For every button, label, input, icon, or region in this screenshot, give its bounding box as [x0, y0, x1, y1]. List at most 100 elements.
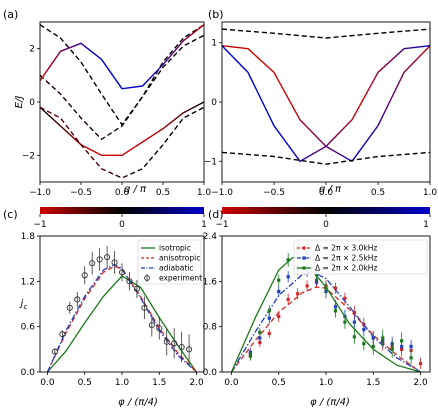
- legend-label-d: Δ = 2π × 2.5kHz: [315, 254, 377, 263]
- ylabel-a: E/J: [14, 96, 25, 109]
- experiment-point-c: [171, 340, 178, 347]
- colorbar-b: −1 0 1: [215, 207, 431, 230]
- data-point-d-2: [352, 320, 356, 324]
- xtick-label-d: 0.0: [224, 378, 239, 388]
- legend-label-d: Δ = 2π × 3.0kHz: [315, 244, 377, 253]
- axes-frame-c: [39, 235, 205, 373]
- data-point-d-3: [381, 336, 385, 340]
- panel-c: 0.0 0.5 1.0 1.5 2.0 0.0 0.6 1.2 1.8 isotropicanis…: [21, 232, 205, 388]
- colorbar-a-min: −1: [33, 220, 46, 230]
- xtick-label-c: 1.0: [115, 378, 130, 388]
- data-point-d-2: [267, 316, 271, 320]
- xtick-label-a: 0.0: [115, 188, 130, 198]
- fit-curve-d-1: [230, 286, 421, 372]
- panel-a: −1.0 −0.5 0.0 0.5 1.0 −2 0 2: [22, 21, 211, 198]
- colorbar-b-min: −1: [215, 220, 228, 230]
- panel-tag-c: (c): [3, 208, 18, 221]
- experiment-point-c: [178, 344, 185, 351]
- data-point-d-3: [258, 330, 262, 334]
- panel-tag-b: (b): [208, 8, 224, 21]
- band-b-3: [222, 45, 430, 163]
- axes-frame-d: [221, 235, 431, 373]
- xlabel-d: φ / (π/4): [310, 397, 350, 408]
- data-point-d-3: [248, 354, 252, 358]
- plot-area-a: [40, 24, 204, 179]
- ytick-label-b: −1: [204, 157, 217, 167]
- legend-box-d: [293, 239, 428, 275]
- experiment-point-c: [51, 348, 58, 355]
- data-point-d-3: [324, 286, 328, 290]
- ytick-label-d: 1.6: [203, 277, 218, 287]
- legend-marker-d: [302, 266, 306, 270]
- legend-label-c: adiabatic: [159, 264, 194, 273]
- band-b-4: [222, 151, 430, 165]
- ytick-label-c: 0.0: [21, 368, 36, 378]
- data-point-d-3: [343, 320, 347, 324]
- axes-frame-a: [39, 21, 205, 183]
- ytick-label-d: 0.8: [203, 323, 218, 333]
- experiment-point-c: [133, 285, 140, 292]
- ytick-label-c: 1.8: [21, 232, 36, 242]
- plot-area-c: [46, 245, 198, 372]
- experiment-point-c: [126, 278, 133, 285]
- xtick-label-c: 2.0: [189, 378, 204, 388]
- data-point-d-1: [333, 286, 338, 290]
- panel-b: −1.0 −0.5 0.0 0.5 1.0 −1 0 1: [204, 21, 438, 198]
- ytick-label-c: 0.6: [21, 323, 36, 333]
- curve-anisotropic: [46, 265, 197, 372]
- legend-label-c: anisotropic: [159, 254, 200, 263]
- experiment-point-c: [66, 304, 73, 311]
- band-b-2: [222, 45, 430, 163]
- xtick-label-b: −0.5: [263, 188, 285, 198]
- data-point-d-3: [400, 339, 404, 343]
- ylabel-c: jc: [19, 298, 28, 311]
- experiment-point-c: [96, 256, 103, 263]
- legend-marker-d: [302, 256, 306, 260]
- data-point-d-1: [286, 297, 290, 302]
- data-point-d-1: [343, 296, 347, 300]
- legend-label-c: isotropic: [159, 244, 191, 253]
- band-a-1: [40, 101, 204, 157]
- ytick-label-a: −2: [22, 151, 35, 161]
- experiment-point-c: [141, 304, 148, 311]
- data-point-d-3: [362, 342, 366, 346]
- data-point-d-3: [267, 309, 271, 313]
- colorbar-b-mid: 0: [323, 220, 329, 230]
- data-point-d-3: [277, 278, 281, 282]
- legend-marker-d: [302, 246, 306, 250]
- experiment-point-c: [148, 322, 155, 329]
- experiment-point-c: [118, 269, 126, 276]
- xtick-label-a: 0.5: [156, 188, 170, 198]
- data-point-d-2: [258, 336, 262, 340]
- band-a-4: [40, 24, 204, 126]
- xtick-label-b: −1.0: [211, 188, 233, 198]
- plot-area-b: [222, 28, 430, 165]
- legend-label-c: experiment: [159, 274, 202, 283]
- colorbar-b-max: 1: [423, 220, 429, 230]
- xtick-label-a: −1.0: [29, 188, 51, 198]
- data-point-d-1: [418, 361, 423, 366]
- panel-d: 0.0 0.5 1.0 1.5 2.0 0.0 0.8 1.6 2.4 Δ = 2π × 3.0k…: [203, 232, 431, 388]
- band-a-3: [40, 34, 204, 141]
- ytick-label-b: 0: [211, 98, 217, 108]
- fit-curve-d-2: [230, 271, 421, 372]
- colorbar-b-gradient: [222, 207, 430, 214]
- xtick-label-d: 2.0: [413, 378, 428, 388]
- data-point-d-2: [409, 344, 413, 349]
- colorbar-a-max: 1: [201, 220, 207, 230]
- experiment-point-c: [186, 346, 193, 353]
- band-b-1: [222, 28, 430, 39]
- xtick-label-c: 0.0: [40, 378, 55, 388]
- colorbar-a: −1 0 1: [33, 207, 207, 230]
- data-point-d-3: [333, 309, 338, 313]
- legend-label-d: Δ = 2π × 2.0kHz: [315, 264, 377, 273]
- xtick-label-b: 1.0: [423, 188, 438, 198]
- data-point-d-3: [352, 335, 356, 339]
- band-a-5: [40, 24, 204, 90]
- experiment-point-c: [89, 260, 96, 267]
- data-point-d-2: [362, 327, 366, 332]
- xtick-label-d: 1.0: [319, 378, 334, 388]
- data-point-d-2: [277, 289, 281, 294]
